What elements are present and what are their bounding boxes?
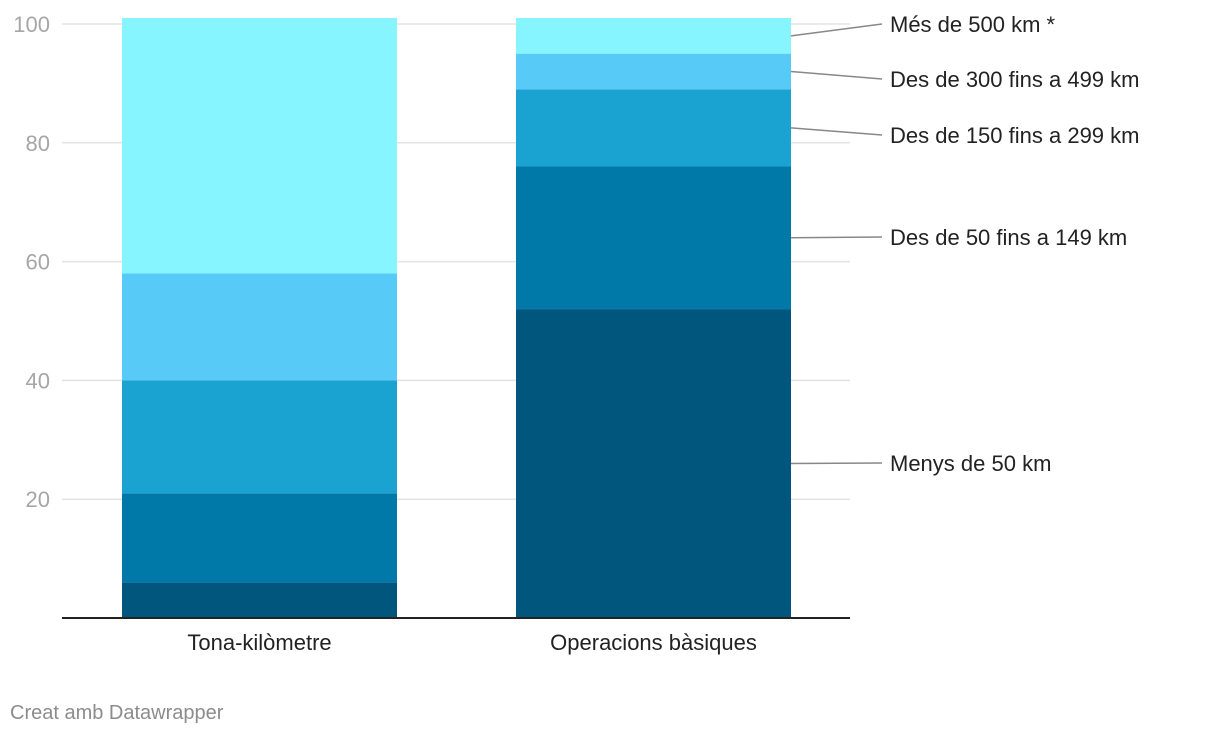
leader-line-1 — [790, 236, 883, 239]
bar-segment-0-0 — [122, 582, 397, 618]
series-labels: Menys de 50 km Des de 50 fins a 149 km Des… — [790, 12, 1139, 476]
leader-line-2 — [790, 127, 883, 136]
bar-segment-0-2 — [122, 380, 397, 494]
bars — [122, 18, 791, 618]
datawrapper-credit: Creat amb Datawrapper — [10, 702, 224, 724]
bar-segment-1-3 — [516, 53, 791, 90]
y-axis-ticks: 20 40 60 80 100 — [13, 12, 50, 512]
bar-segment-1-4 — [516, 18, 791, 54]
x-category-label-0: Tona-kilòmetre — [187, 630, 331, 655]
series-label-0: Menys de 50 km — [890, 451, 1051, 476]
y-tick-label-60: 60 — [26, 250, 50, 275]
bar-segment-1-0 — [516, 309, 791, 618]
y-tick-label-100: 100 — [13, 12, 50, 37]
bar-segment-0-1 — [122, 493, 397, 583]
y-tick-label-40: 40 — [26, 368, 50, 393]
bar-segment-0-3 — [122, 273, 397, 381]
leader-line-4 — [790, 23, 883, 37]
bar-segment-0-4 — [122, 18, 397, 274]
bar-segment-1-2 — [516, 89, 791, 167]
x-axis-category-labels: Tona-kilòmetre Operacions bàsiques — [187, 630, 756, 655]
series-label-3: Des de 300 fins a 499 km — [890, 67, 1139, 92]
y-tick-label-20: 20 — [26, 487, 50, 512]
y-tick-label-80: 80 — [26, 131, 50, 156]
series-label-4: Més de 500 km * — [890, 12, 1056, 37]
bar-segment-1-1 — [516, 166, 791, 310]
series-label-1: Des de 50 fins a 149 km — [890, 225, 1127, 250]
leader-line-0 — [790, 462, 883, 465]
leader-line-3 — [790, 70, 883, 80]
series-label-2: Des de 150 fins a 299 km — [890, 123, 1139, 148]
x-category-label-1: Operacions bàsiques — [550, 630, 757, 655]
